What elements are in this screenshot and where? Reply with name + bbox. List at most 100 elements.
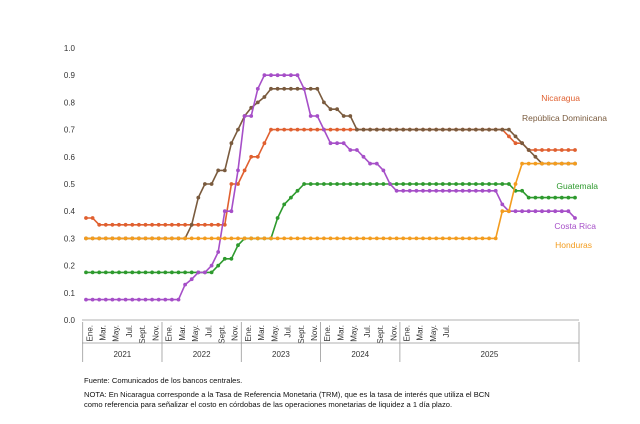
series-republica-dominicana [84,86,577,241]
data-point [533,161,538,166]
data-point [275,73,280,78]
data-point [401,188,406,193]
data-point [275,236,280,241]
data-point [275,86,280,91]
data-point [216,250,221,254]
data-point [90,216,95,220]
data-point [222,168,227,173]
data-point [229,256,234,261]
y-tick-label: 0.7 [64,126,76,135]
data-point [454,182,458,186]
data-point [421,127,425,132]
data-point [361,236,366,241]
data-point [222,256,227,261]
data-point [454,188,458,193]
data-point [487,182,491,186]
series-honduras [84,161,577,241]
data-point [368,236,372,241]
data-point [328,236,333,241]
data-point [262,236,267,241]
data-point [559,148,564,152]
data-point [540,148,544,152]
data-point [328,127,333,132]
data-point [434,182,439,186]
data-point [84,270,88,275]
x-tick-label: Sept. [297,325,306,344]
data-point [90,270,95,275]
data-point [130,236,135,241]
data-point [421,188,425,193]
x-tick-label: Mar. [416,325,425,341]
data-point [236,236,240,241]
data-point [467,236,472,241]
data-point [322,182,326,186]
data-point [84,236,88,241]
x-tick-label: Sept. [217,325,226,344]
data-point [513,141,518,146]
data-point [487,127,491,132]
x-tick-label: May. [429,325,438,342]
data-point [388,127,392,132]
data-point [97,297,102,302]
data-point [196,195,201,200]
data-point [520,141,524,146]
data-point [143,222,148,227]
data-point [103,270,108,275]
data-point [335,107,339,112]
data-point [526,148,531,152]
data-point [460,182,465,186]
data-point [487,236,491,241]
data-point [401,182,406,186]
data-point [97,270,102,275]
series-label: Honduras [555,240,592,250]
data-point [295,73,300,78]
data-point [117,270,121,275]
data-point [84,216,88,220]
data-point [90,236,95,241]
data-point [262,141,267,146]
data-point [348,148,353,152]
x-tick-label: Sept. [376,325,385,344]
x-tick-label: Nov. [389,325,398,341]
data-point [255,236,260,241]
data-point [335,141,339,146]
data-point [308,86,313,91]
data-point [110,270,115,275]
y-tick-label: 0.0 [64,316,76,325]
y-tick-label: 0.6 [64,153,76,162]
data-point [203,270,207,275]
data-point [421,236,425,241]
y-tick-label: 0.2 [64,262,76,271]
data-point [526,195,531,200]
x-tick-label: Ene. [402,325,411,341]
data-point [150,270,155,275]
data-point [282,202,287,207]
data-point [315,236,320,241]
data-point [374,236,379,241]
data-point [203,222,207,227]
data-point [302,182,306,186]
x-tick-label: Sept. [138,325,147,344]
data-point [381,127,386,132]
data-point [189,277,194,282]
data-point [480,182,485,186]
year-label: 2023 [272,350,290,359]
data-point [328,141,333,146]
data-point [520,161,524,166]
data-point [103,297,108,302]
data-point [209,236,214,241]
data-point [559,195,564,200]
data-point [216,168,221,173]
data-point [540,195,544,200]
y-axis: 0.0 0.1 0.2 0.3 0.4 0.5 0.6 0.7 0.8 0.9 1.0 [64,44,76,325]
data-point [493,188,498,193]
data-point [289,195,293,200]
y-tick-label: 0.8 [64,98,76,107]
data-point [123,222,128,227]
x-tick-label: May. [350,325,359,342]
data-point [229,141,234,146]
data-point [421,182,425,186]
data-point [480,188,485,193]
data-point [117,236,121,241]
data-point [203,236,207,241]
